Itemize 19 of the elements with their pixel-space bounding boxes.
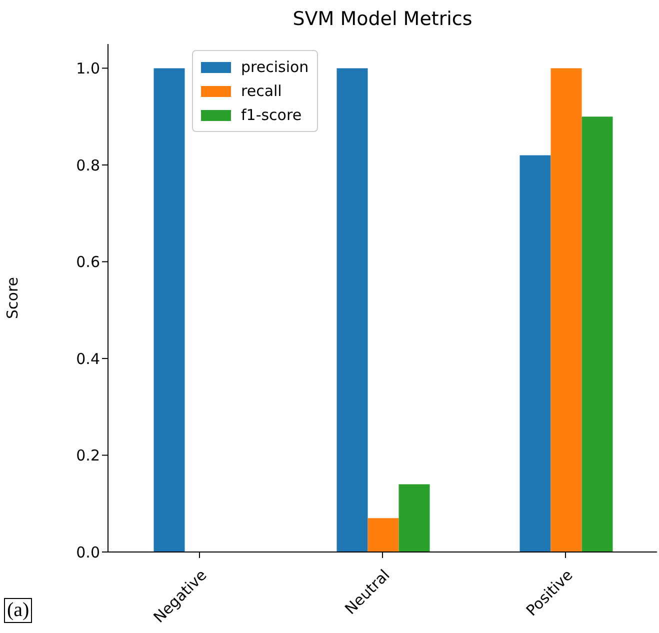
bar — [520, 155, 551, 552]
y-tick-label: 0.8 — [76, 156, 100, 174]
y-axis-title: Score — [3, 276, 22, 320]
text: (a) — [4, 598, 32, 623]
bar — [550, 68, 582, 552]
y-tick-label: 1.0 — [76, 60, 100, 78]
y-tick-label: 0.0 — [76, 543, 100, 562]
legend-label: precision — [241, 58, 309, 76]
legend-label: f1-score — [241, 106, 302, 124]
bar — [398, 484, 430, 552]
bar — [582, 116, 613, 552]
y-tick-label: 0.2 — [76, 446, 100, 465]
y-tick-label: 0.4 — [76, 350, 100, 368]
legend-label: recall — [241, 82, 282, 100]
y-tick-label: 0.6 — [76, 253, 100, 272]
bar — [154, 68, 185, 552]
bar — [336, 68, 368, 552]
chart-title: SVM Model Metrics — [292, 8, 474, 30]
bar — [368, 518, 399, 552]
